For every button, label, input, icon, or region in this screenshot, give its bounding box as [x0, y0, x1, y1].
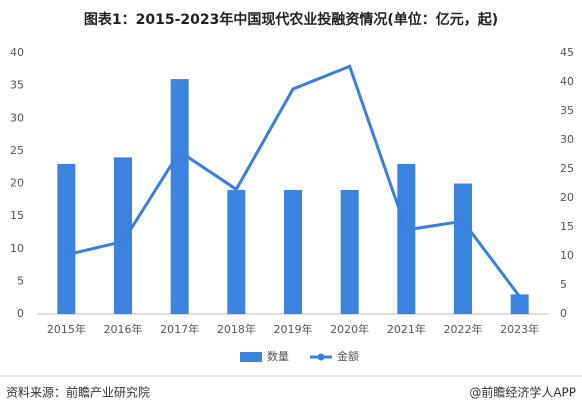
x-tick-label: 2022年 [444, 322, 483, 336]
x-tick-label: 2017年 [160, 322, 199, 336]
y2-tick-label: 30 [560, 133, 574, 146]
bar [170, 79, 189, 314]
chart-title: 图表1：2015-2023年中国现代农业投融资情况(单位：亿元，起) [84, 11, 498, 28]
x-tick-label: 2016年 [104, 322, 143, 336]
y-tick-label: 0 [17, 307, 24, 320]
y-tick-label: 25 [10, 144, 24, 157]
x-tick-label: 2023年 [500, 322, 539, 336]
y2-tick-label: 45 [560, 46, 574, 59]
y-tick-label: 20 [10, 177, 24, 190]
bar [114, 157, 132, 314]
y2-tick-label: 20 [560, 191, 574, 204]
source: 资料来源：前瞻产业研究院 [6, 385, 150, 400]
y-tick-label: 40 [10, 46, 24, 59]
y2-tick-label: 0 [560, 307, 567, 320]
x-tick-label: 2021年 [387, 322, 426, 336]
y2-tick-label: 10 [560, 249, 574, 262]
bar [227, 190, 246, 314]
y-tick-label: 5 [17, 274, 24, 287]
y2-tick-label: 35 [560, 104, 574, 117]
credit: @前瞻经济学人APP [469, 385, 576, 400]
legend-label: 金额 [337, 349, 359, 363]
legend-marker [317, 353, 325, 361]
y-tick-label: 15 [10, 209, 24, 222]
bar [57, 163, 76, 314]
legend-label: 数量 [267, 350, 289, 363]
bar [397, 163, 416, 314]
x-tick-label: 2019年 [274, 322, 313, 336]
bar [340, 190, 359, 314]
y2-tick-label: 15 [560, 220, 574, 233]
y2-tick-label: 40 [560, 75, 574, 88]
bar [510, 294, 529, 314]
line [65, 64, 521, 298]
x-tick-label: 2018年 [217, 322, 256, 336]
y-tick-label: 30 [10, 111, 24, 124]
bar [284, 190, 302, 314]
x-tick-label: 2020年 [330, 322, 369, 336]
y2-tick-label: 25 [560, 162, 574, 175]
legend-swatch [240, 352, 262, 362]
y2-tick-label: 5 [560, 278, 567, 291]
bar [454, 183, 472, 314]
y-tick-label: 10 [10, 242, 24, 255]
x-tick-label: 2015年 [47, 322, 86, 336]
y-tick-label: 35 [10, 79, 24, 92]
